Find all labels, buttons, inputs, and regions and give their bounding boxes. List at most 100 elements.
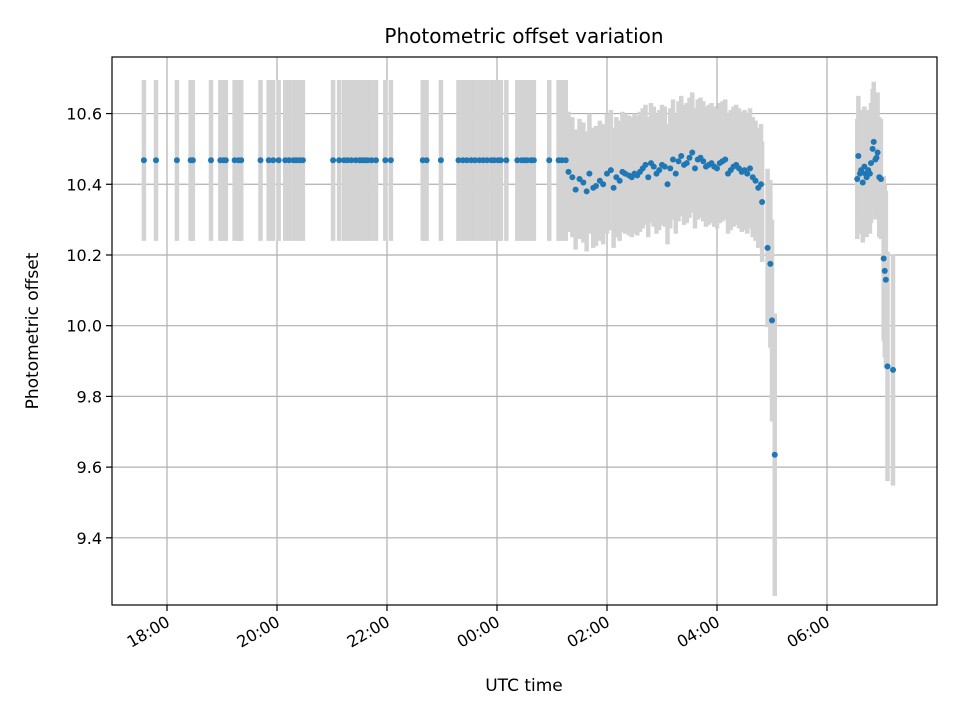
data-point [675, 158, 682, 165]
data-point [854, 175, 861, 182]
y-axis: 9.4 9.6 9.8 10.0 10.2 10.4 10.6 [66, 105, 112, 548]
data-point [208, 157, 214, 164]
data-point [859, 179, 866, 186]
data-point [238, 157, 245, 164]
y-tick-label: 9.8 [77, 387, 102, 406]
data-point [484, 157, 491, 164]
data-point [861, 163, 868, 170]
data-point [645, 174, 652, 181]
data-point [714, 165, 720, 172]
data-point [423, 157, 430, 164]
data-point [758, 181, 764, 188]
data-point [664, 181, 671, 188]
data-point [530, 157, 537, 164]
data-point [580, 179, 587, 186]
data-point [257, 157, 264, 164]
data-point [689, 149, 696, 156]
y-tick-label: 10.2 [66, 246, 102, 265]
data-point [880, 255, 887, 262]
chart-title: Photometric offset variation [384, 24, 663, 48]
data-point [562, 157, 569, 164]
data-point [299, 157, 306, 164]
data-point [275, 157, 282, 164]
plot-frame [111, 56, 938, 606]
data-point [576, 175, 583, 182]
data-point [672, 170, 679, 177]
data-point [752, 177, 759, 184]
y-tick-label: 10.0 [66, 317, 102, 336]
data-point [610, 184, 617, 191]
data-point [678, 152, 685, 159]
data-point [336, 157, 343, 164]
data-point [866, 170, 873, 177]
data-point [882, 276, 889, 283]
data-point [650, 163, 657, 170]
data-point [877, 175, 884, 182]
y-tick-label: 10.6 [66, 105, 102, 124]
data-point [463, 157, 470, 164]
data-point [884, 363, 891, 370]
data-point [700, 158, 707, 165]
data-point [874, 149, 881, 156]
data-point [600, 181, 607, 188]
data-point [173, 157, 180, 164]
data-point [265, 157, 272, 164]
data-point [437, 157, 444, 164]
data-point [855, 152, 862, 159]
data-point [870, 138, 877, 145]
data-point [497, 157, 504, 164]
data-point [642, 161, 649, 168]
data-point [747, 165, 753, 172]
data-point [153, 157, 159, 164]
data-point [764, 244, 771, 251]
data-point [881, 267, 888, 274]
data-point [382, 157, 389, 164]
data-point [771, 451, 778, 458]
data-point [222, 157, 229, 164]
data-point [670, 156, 676, 163]
data-point [189, 157, 196, 164]
point-layer [140, 138, 896, 458]
data-point [661, 163, 668, 170]
data-point [667, 165, 674, 172]
data-point [583, 188, 590, 195]
y-tick-label: 10.4 [66, 175, 102, 194]
data-point [140, 157, 147, 164]
y-tick-label: 9.4 [77, 529, 102, 548]
data-point [769, 317, 775, 324]
data-point [503, 157, 510, 164]
data-point [572, 186, 579, 193]
data-point [472, 157, 478, 164]
data-point [270, 157, 277, 164]
data-point [686, 154, 693, 161]
data-point [593, 183, 599, 190]
data-point [869, 145, 876, 152]
data-point [455, 157, 462, 164]
y-axis-label: Photometric offset [23, 252, 43, 409]
data-point [868, 160, 874, 167]
data-point [569, 174, 576, 181]
data-point [722, 156, 729, 163]
data-point [586, 170, 593, 177]
data-point [607, 167, 614, 174]
data-point [286, 157, 293, 164]
data-point [368, 157, 375, 164]
data-point [873, 154, 880, 161]
data-point [373, 157, 379, 164]
data-point [656, 167, 663, 174]
data-point [744, 170, 751, 177]
data-point [348, 157, 355, 164]
data-point [330, 157, 337, 164]
data-point [604, 170, 610, 177]
y-tick-label: 9.6 [77, 458, 102, 477]
data-point [692, 165, 698, 172]
x-axis-label: UTC time [485, 676, 563, 696]
data-point [890, 366, 896, 373]
data-point [546, 157, 553, 164]
data-point [767, 260, 774, 267]
data-point [565, 168, 572, 175]
data-point [683, 160, 690, 167]
data-point [387, 157, 394, 164]
data-point [759, 198, 766, 205]
